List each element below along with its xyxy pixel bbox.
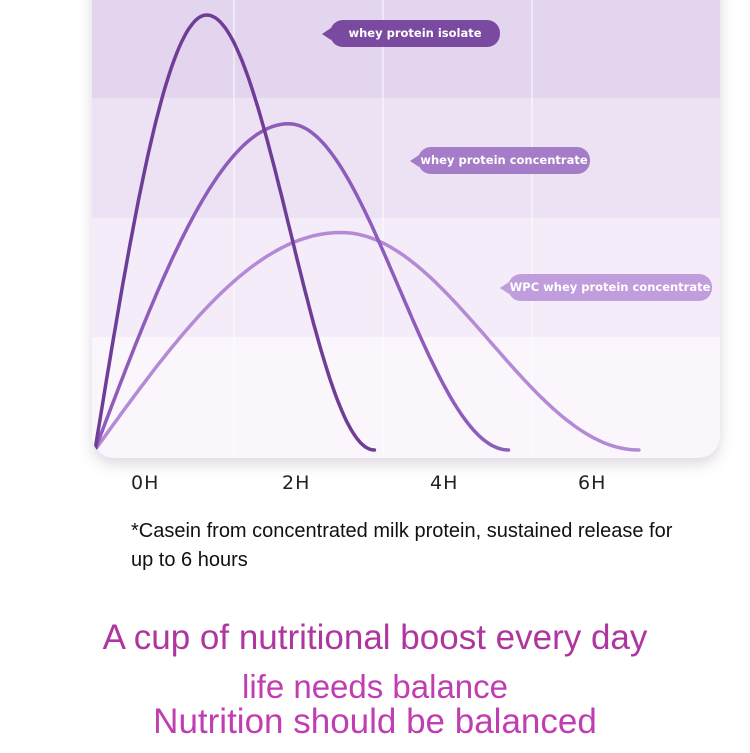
series-label-wpc: WPC whey protein concentrate	[500, 274, 712, 301]
band-1	[92, 0, 720, 98]
footnote: *Casein from concentrated milk protein, …	[131, 520, 673, 571]
headline: A cup of nutritional boost every day	[102, 618, 648, 657]
subline-nutrition: Nutrition should be balanced	[153, 702, 597, 741]
series-line-whey-protein-concentrate	[93, 122, 511, 452]
x-tick-4h: 4H	[430, 472, 459, 494]
series-label-isolate: whey protein isolate	[322, 20, 500, 47]
x-tick-6h: 6H	[578, 472, 607, 494]
series-line-whey-protein-isolate	[93, 13, 377, 452]
series-line-wpc-whey-protein-concentrate	[93, 230, 641, 452]
series-label-concentrate: whey protein concentrate	[410, 147, 590, 174]
chart-plot	[93, 0, 641, 458]
x-tick-0h: 0H	[131, 472, 160, 494]
chart-card	[92, 0, 720, 458]
subline-life: life needs balance	[241, 668, 509, 705]
band-2	[92, 98, 720, 218]
x-tick-2h: 2H	[282, 472, 311, 494]
